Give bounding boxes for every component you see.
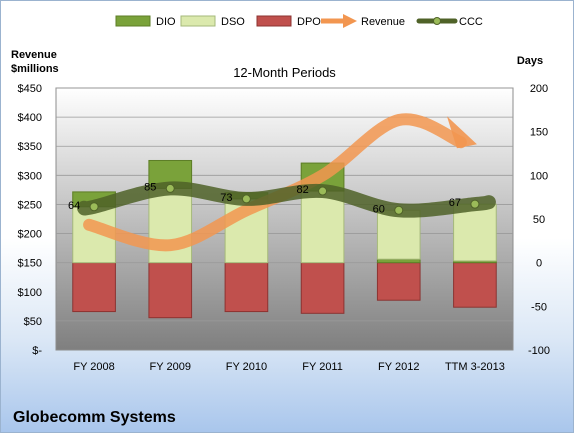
category-label: FY 2008 bbox=[73, 361, 114, 373]
legend-label: Revenue bbox=[361, 16, 405, 28]
right-tick-label: 200 bbox=[530, 83, 548, 95]
ccc-point bbox=[241, 194, 251, 204]
legend-label: DPO bbox=[297, 16, 321, 28]
dpo-bar bbox=[224, 262, 269, 313]
right-tick-label: 50 bbox=[533, 214, 545, 226]
chart-title: 12-Month Periods bbox=[233, 65, 336, 80]
left-tick-label: $450 bbox=[18, 83, 42, 95]
dpo-bar bbox=[72, 262, 116, 313]
right-tick-label: 150 bbox=[530, 127, 548, 139]
ccc-line bbox=[77, 181, 496, 218]
dpo-bar bbox=[300, 262, 345, 314]
ccc-data-label: 85 bbox=[144, 181, 156, 193]
ccc-point bbox=[89, 202, 99, 212]
ccc-point bbox=[165, 183, 175, 193]
company-name: Globecomm Systems bbox=[13, 409, 176, 426]
right-axis-label: Days bbox=[517, 55, 543, 67]
left-tick-label: $400 bbox=[18, 112, 42, 124]
dso-bar bbox=[376, 209, 421, 260]
category-label: FY 2009 bbox=[150, 361, 191, 373]
left-tick-label: $250 bbox=[18, 199, 42, 211]
dpo-bar bbox=[376, 262, 421, 301]
left-tick-label: $300 bbox=[18, 170, 42, 182]
ccc-point bbox=[470, 199, 480, 209]
legend-swatch bbox=[115, 15, 151, 27]
left-axis-label: Revenue bbox=[11, 49, 57, 61]
legend-label: CCC bbox=[459, 16, 483, 28]
ccc-data-label: 60 bbox=[373, 203, 385, 215]
ccc-data-label: 73 bbox=[220, 192, 232, 204]
right-tick-label: 0 bbox=[536, 258, 542, 270]
right-tick-label: -50 bbox=[531, 301, 547, 313]
ccc-data-label: 67 bbox=[449, 197, 461, 209]
dpo-bar bbox=[148, 262, 193, 319]
left-tick-label: $350 bbox=[18, 141, 42, 153]
category-label: FY 2011 bbox=[302, 361, 343, 373]
left-tick-label: $- bbox=[32, 345, 42, 357]
left-axis-label: $millions bbox=[11, 63, 59, 75]
legend-swatch bbox=[180, 15, 216, 27]
right-tick-label: 100 bbox=[530, 170, 548, 182]
right-tick-label: -100 bbox=[528, 345, 550, 357]
ccc-data-label: 82 bbox=[296, 184, 308, 196]
revenue-arrowhead bbox=[446, 116, 477, 149]
dio-bar bbox=[376, 258, 421, 264]
left-tick-label: $100 bbox=[18, 287, 42, 299]
category-label: TTM 3-2013 bbox=[445, 361, 505, 373]
ccc-point bbox=[318, 186, 328, 196]
legend-swatch bbox=[256, 15, 292, 27]
left-tick-label: $50 bbox=[24, 316, 42, 328]
category-label: FY 2010 bbox=[226, 361, 267, 373]
legend-swatch-arrow bbox=[343, 14, 357, 28]
left-tick-label: $150 bbox=[18, 258, 42, 270]
legend-label: DIO bbox=[156, 16, 176, 28]
legend-swatch-point bbox=[433, 17, 441, 25]
category-label: FY 2012 bbox=[378, 361, 419, 373]
legend: DIO DSO DPO Revenue CCC bbox=[115, 14, 483, 28]
legend-label: DSO bbox=[221, 16, 245, 28]
left-tick-label: $200 bbox=[18, 229, 42, 241]
dpo-bar bbox=[453, 262, 497, 308]
ccc-data-label: 64 bbox=[68, 200, 80, 212]
ccc-point bbox=[394, 205, 404, 215]
